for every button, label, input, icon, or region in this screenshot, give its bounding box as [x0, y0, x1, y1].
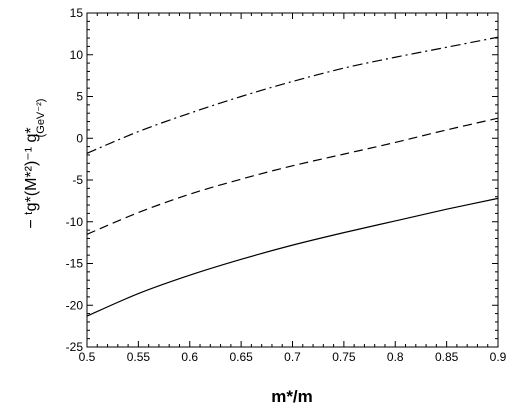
x-tick-label: 0.8 — [387, 350, 404, 364]
y-tick-label: -10 — [66, 215, 84, 229]
y-tick-label: -15 — [66, 257, 84, 271]
y-tick-label: 5 — [76, 90, 83, 104]
x-tick-label: 0.7 — [284, 350, 301, 364]
y-tick-label: -20 — [66, 298, 84, 312]
x-tick-label: 0.85 — [435, 350, 459, 364]
x-tick-label: 0.65 — [229, 350, 253, 364]
x-tick-label: 0.55 — [127, 350, 151, 364]
series-line-solid — [86, 197, 499, 317]
y-tick-label: 0 — [76, 131, 83, 145]
series-line-dashed — [86, 117, 499, 235]
y-axis-unit: (GeV⁻²) — [35, 99, 47, 138]
x-axis-label: m*/m — [271, 387, 313, 406]
y-tick-label: 15 — [70, 6, 84, 20]
y-axis-unit-group: (GeV⁻²) — [35, 99, 47, 138]
ticks: 0.5 0.55 0.6 0.65 0.7 0.75 0.8 0.85 0.9 -25 -20 -15… — [66, 6, 507, 364]
x-tick-label: 0.6 — [181, 350, 198, 364]
x-tick-label: 0.5 — [79, 350, 96, 364]
series-line-dash-dot — [86, 36, 499, 154]
y-tick-label: 10 — [70, 48, 84, 62]
y-axis-label-group: − ᵗg*(M*²)⁻¹ g* — [23, 127, 40, 228]
x-tick-label: 0.75 — [332, 350, 356, 364]
y-tick-label: -25 — [66, 340, 84, 354]
x-tick-label: 0.9 — [490, 350, 507, 364]
y-tick-label: -5 — [72, 173, 83, 187]
y-axis-label: − ᵗg*(M*²)⁻¹ g* — [23, 127, 40, 228]
plot-frame — [86, 12, 499, 348]
series-group — [86, 36, 499, 317]
